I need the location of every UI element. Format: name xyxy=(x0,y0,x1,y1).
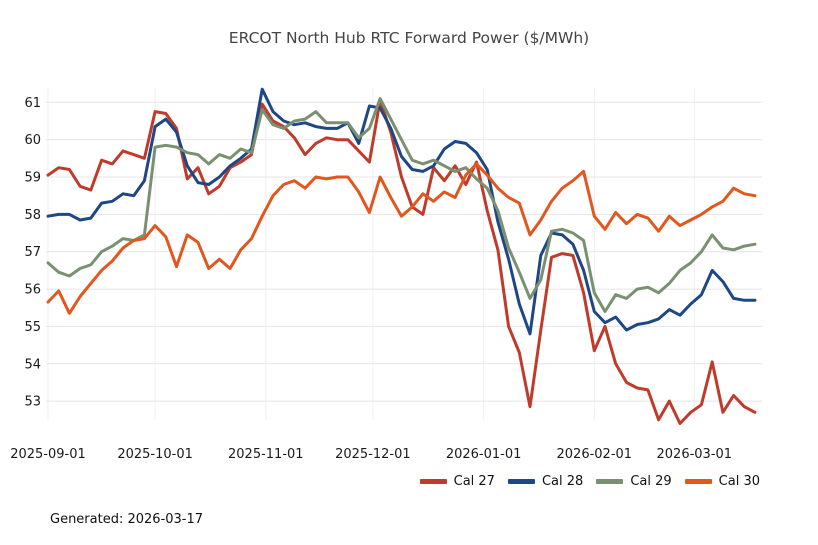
series-line-cal-30 xyxy=(46,162,757,315)
legend-item-cal-27: Cal 27 xyxy=(419,473,495,489)
series-line-cal-27 xyxy=(46,98,757,425)
y-tick-label: 54 xyxy=(24,357,41,372)
legend-swatch xyxy=(684,478,712,484)
legend-item-cal-30: Cal 30 xyxy=(684,473,760,489)
legend-item-cal-28: Cal 28 xyxy=(507,473,584,489)
legend-item-cal-29: Cal 29 xyxy=(596,473,672,489)
x-tick-label: 2025-10-01 xyxy=(117,447,193,462)
x-tick-label: 2025-09-01 xyxy=(10,447,86,462)
legend-swatch xyxy=(507,478,535,484)
x-tick-label: 2026-02-01 xyxy=(557,447,633,462)
y-tick-label: 56 xyxy=(24,283,41,298)
x-tick-label: 2026-03-01 xyxy=(657,447,733,462)
y-tick-label: 59 xyxy=(24,171,41,186)
legend-label: Cal 29 xyxy=(630,473,672,489)
legend-label: Cal 30 xyxy=(718,473,760,489)
y-tick-label: 58 xyxy=(24,208,41,223)
x-tick-label: 2026-01-01 xyxy=(446,447,522,462)
y-tick-label: 53 xyxy=(24,395,41,410)
y-tick-label: 61 xyxy=(24,96,41,111)
x-tick-label: 2025-11-01 xyxy=(228,447,304,462)
legend-swatch xyxy=(596,478,624,484)
y-tick-label: 57 xyxy=(24,245,41,260)
series-line-cal-28 xyxy=(46,87,757,336)
x-tick-label: 2025-12-01 xyxy=(335,447,411,462)
y-tick-label: 55 xyxy=(24,320,41,335)
series-line-cal-29 xyxy=(46,97,757,313)
legend-swatch xyxy=(419,478,447,484)
legend: Cal 27 Cal 28 Cal 29 Cal 30 xyxy=(419,470,760,492)
chart-title: ERCOT North Hub RTC Forward Power ($/MWh… xyxy=(228,29,590,47)
legend-label: Cal 28 xyxy=(541,473,584,489)
generated-label: Generated: 2026-03-17 xyxy=(50,512,204,527)
legend-label: Cal 27 xyxy=(453,473,495,489)
y-tick-label: 60 xyxy=(24,133,41,148)
